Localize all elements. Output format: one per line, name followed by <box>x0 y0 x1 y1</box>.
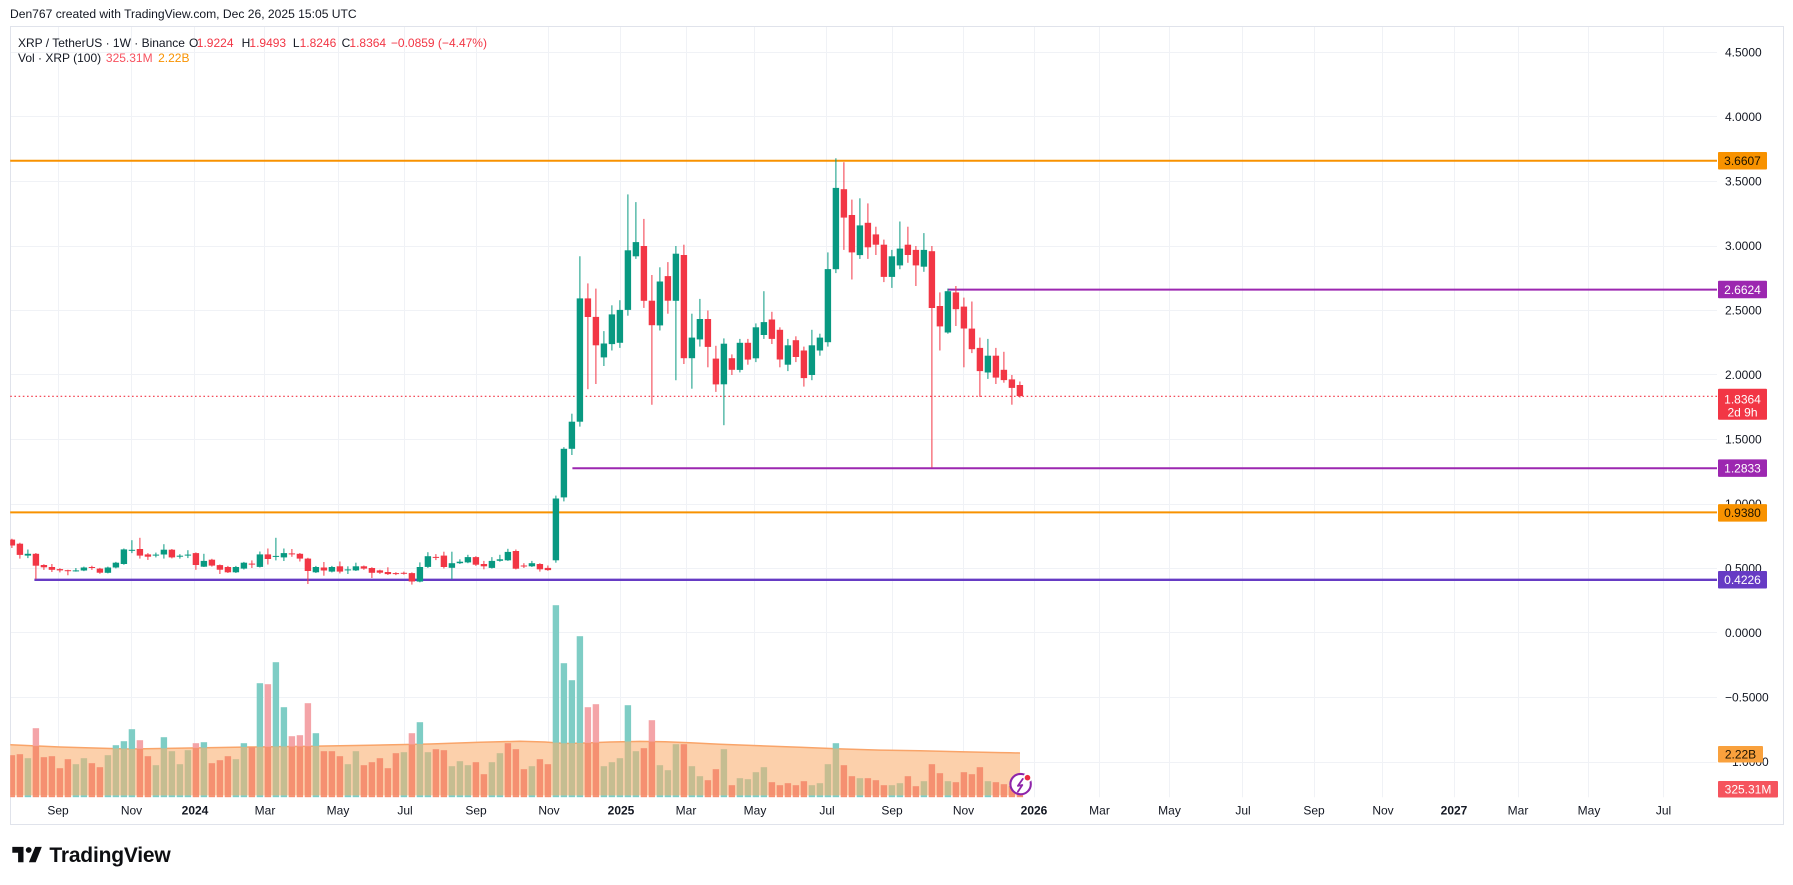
svg-text:0.0000: 0.0000 <box>1725 626 1762 640</box>
svg-text:Mar: Mar <box>1089 804 1110 818</box>
svg-text:325.31M: 325.31M <box>1725 782 1772 796</box>
svg-text:4.0000: 4.0000 <box>1725 110 1762 124</box>
svg-text:Mar: Mar <box>1508 804 1529 818</box>
svg-text:2024: 2024 <box>182 804 209 818</box>
svg-text:Mar: Mar <box>255 804 276 818</box>
svg-text:2.0000: 2.0000 <box>1725 368 1762 382</box>
svg-text:4.5000: 4.5000 <box>1725 46 1762 60</box>
svg-text:3.0000: 3.0000 <box>1725 239 1762 253</box>
svg-text:1.2833: 1.2833 <box>1724 461 1761 475</box>
svg-text:0.4226: 0.4226 <box>1724 573 1761 587</box>
svg-text:1.8364: 1.8364 <box>1724 393 1761 407</box>
svg-text:TradingView: TradingView <box>49 844 171 867</box>
svg-text:May: May <box>1578 804 1601 818</box>
svg-text:Sep: Sep <box>47 804 69 818</box>
svg-text:Nov: Nov <box>121 804 142 818</box>
svg-text:Sep: Sep <box>1303 804 1325 818</box>
svg-text:2.6624: 2.6624 <box>1724 283 1761 297</box>
svg-text:2d 9h: 2d 9h <box>1727 405 1757 419</box>
svg-text:2026: 2026 <box>1021 804 1048 818</box>
svg-text:Den767 created with TradingVie: Den767 created with TradingView.com, Dec… <box>10 7 357 21</box>
svg-text:1.5000: 1.5000 <box>1725 433 1762 447</box>
svg-text:May: May <box>744 804 767 818</box>
svg-text:3.5000: 3.5000 <box>1725 175 1762 189</box>
svg-text:Nov: Nov <box>1372 804 1393 818</box>
svg-text:2.5000: 2.5000 <box>1725 304 1762 318</box>
svg-text:May: May <box>1158 804 1181 818</box>
svg-text:Sep: Sep <box>465 804 487 818</box>
svg-text:Jul: Jul <box>1656 804 1671 818</box>
svg-text:Nov: Nov <box>538 804 559 818</box>
svg-text:2025: 2025 <box>608 804 635 818</box>
svg-text:May: May <box>327 804 350 818</box>
svg-text:3.6607: 3.6607 <box>1724 154 1761 168</box>
svg-text:−0.5000: −0.5000 <box>1725 691 1769 705</box>
svg-text:Jul: Jul <box>397 804 412 818</box>
svg-text:2.22B: 2.22B <box>1725 748 1756 762</box>
svg-text:0.9380: 0.9380 <box>1724 506 1761 520</box>
svg-text:2027: 2027 <box>1441 804 1468 818</box>
svg-text:Nov: Nov <box>953 804 974 818</box>
svg-text:Jul: Jul <box>1235 804 1250 818</box>
svg-text:Mar: Mar <box>676 804 697 818</box>
svg-text:Jul: Jul <box>819 804 834 818</box>
svg-text:Sep: Sep <box>881 804 903 818</box>
